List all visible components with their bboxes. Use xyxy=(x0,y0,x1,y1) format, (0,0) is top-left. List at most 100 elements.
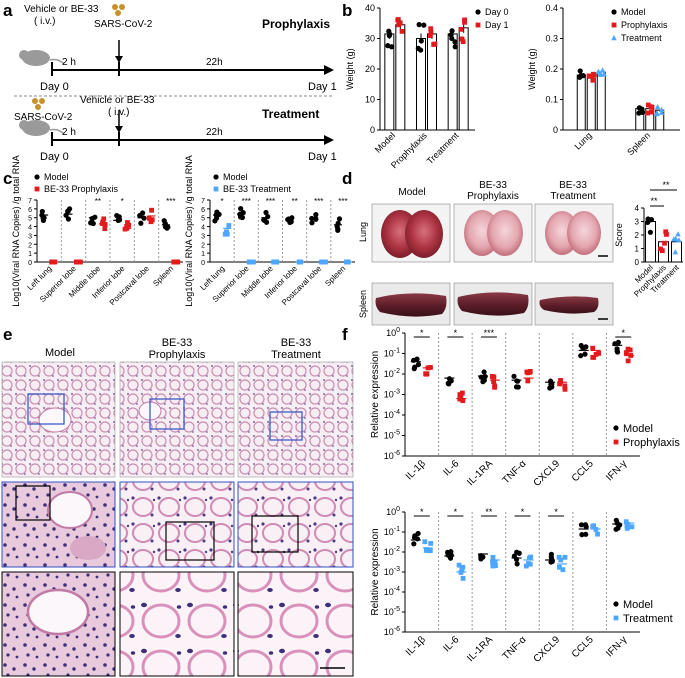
data-point xyxy=(613,526,619,532)
significance-label: *** xyxy=(484,328,495,338)
data-point xyxy=(511,373,517,379)
data-point xyxy=(428,26,434,32)
data-point xyxy=(645,102,651,108)
y-tick-label: 0 xyxy=(635,258,640,267)
significance-label: * xyxy=(554,507,558,517)
data-point xyxy=(161,218,167,224)
significance-label: * xyxy=(221,197,224,206)
x-tick-label: CCL5 xyxy=(570,634,596,660)
prophylaxis-title: Prophylaxis xyxy=(262,17,330,31)
data-point xyxy=(589,73,595,79)
y-tick-label: 10-3 xyxy=(384,389,400,400)
legend-marker xyxy=(213,186,219,192)
bar xyxy=(586,77,596,131)
y-tick-label: 100 xyxy=(386,506,400,517)
d-row-spleen: Spleen xyxy=(358,290,368,318)
y-tick-label: 0.4 xyxy=(545,3,558,13)
bar xyxy=(671,241,682,263)
data-point xyxy=(577,74,583,80)
data-point xyxy=(421,22,427,28)
data-point xyxy=(491,379,497,385)
bar xyxy=(655,109,665,131)
data-point xyxy=(39,208,45,215)
y-tick-label: 10-2 xyxy=(384,368,400,379)
treatment-top-sub: ( i.v.) xyxy=(108,107,129,118)
y-tick-label: 4 xyxy=(201,225,205,232)
data-point xyxy=(102,226,108,232)
data-point xyxy=(490,554,496,560)
y-tick-label: 2 xyxy=(635,231,640,240)
y-tick-label: 10-1 xyxy=(384,526,400,537)
data-point xyxy=(658,246,663,252)
y-axis-title: Score xyxy=(614,223,624,247)
data-point xyxy=(456,562,462,568)
data-point xyxy=(92,214,98,220)
e-col-model: Model xyxy=(45,347,75,359)
data-point xyxy=(458,570,464,575)
data-point xyxy=(578,353,584,359)
d-col-treatment-2: Treatment xyxy=(550,191,595,202)
data-point xyxy=(645,216,651,222)
legend-marker xyxy=(613,601,619,607)
significance-label: * xyxy=(521,507,525,517)
data-point xyxy=(558,557,564,563)
y-tick-label: 3 xyxy=(635,218,640,227)
prophylaxis-interval-1: 2 h xyxy=(62,57,76,68)
significance-label: ** xyxy=(291,197,297,206)
legend-marker xyxy=(613,615,619,621)
x-tick-label: IL-1β xyxy=(404,634,428,658)
y-axis-title: Log10(Viral RNA Copies) /g total RNA xyxy=(11,155,21,306)
data-point xyxy=(480,554,486,560)
y-tick-exponent: -6 xyxy=(394,450,400,457)
y-tick-exponent: 0 xyxy=(396,327,400,334)
data-point xyxy=(428,30,434,35)
x-tick-label: IL-6 xyxy=(442,634,462,654)
bar xyxy=(427,33,437,131)
x-tick-label: IL-6 xyxy=(442,458,462,478)
data-point xyxy=(65,216,71,222)
data-point xyxy=(226,223,232,228)
y-tick-exponent: 0 xyxy=(396,506,400,513)
y-tick-label: 5 xyxy=(28,216,32,223)
x-tick-label: IFN-γ xyxy=(604,458,629,483)
x-tick-label: TNF-α xyxy=(501,634,529,662)
legend-marker xyxy=(613,425,619,431)
legend-marker xyxy=(611,22,617,28)
data-point xyxy=(647,229,654,235)
data-point xyxy=(654,104,661,110)
data-point xyxy=(523,563,529,569)
data-point xyxy=(578,342,584,349)
d-row-lung: Lung xyxy=(358,222,368,242)
data-point xyxy=(411,541,417,547)
data-point xyxy=(265,214,271,220)
data-point xyxy=(452,44,458,50)
panel-letter-a: a xyxy=(3,1,13,20)
data-point xyxy=(397,20,403,26)
data-point xyxy=(386,28,392,34)
y-axis-title: Relative expression xyxy=(370,351,381,438)
significance-label: * xyxy=(420,507,424,517)
y-tick-label: 10-4 xyxy=(384,586,400,597)
significance-label: *** xyxy=(314,197,323,206)
data-point xyxy=(658,106,665,113)
y-tick-label: 0 xyxy=(553,125,558,135)
data-point xyxy=(527,561,533,567)
y-tick-exponent: -5 xyxy=(394,606,400,613)
data-point xyxy=(247,259,253,265)
data-point xyxy=(240,209,246,216)
treatment-virus-label: SARS-CoV-2 xyxy=(14,112,73,123)
significance-label: ** xyxy=(95,197,101,206)
data-point xyxy=(460,39,466,45)
legend-label: Day 1 xyxy=(485,20,509,30)
y-axis-title: Weight (g) xyxy=(527,48,537,89)
data-point xyxy=(556,554,562,560)
panel-a-timeline: Vehicle or BE-33 ( i.v.) SARS-CoV-2 2 h … xyxy=(14,4,337,163)
y-tick-label: 3 xyxy=(28,233,32,240)
data-point xyxy=(124,225,130,231)
chart-f-expression-prophylaxis: 100 10-1 10-2 10-3 10-4 10-5 10-6 Relative expr… xyxy=(370,327,680,489)
data-point xyxy=(319,259,324,265)
mouse-icon xyxy=(19,50,65,66)
panel-letter-d: d xyxy=(342,169,352,188)
